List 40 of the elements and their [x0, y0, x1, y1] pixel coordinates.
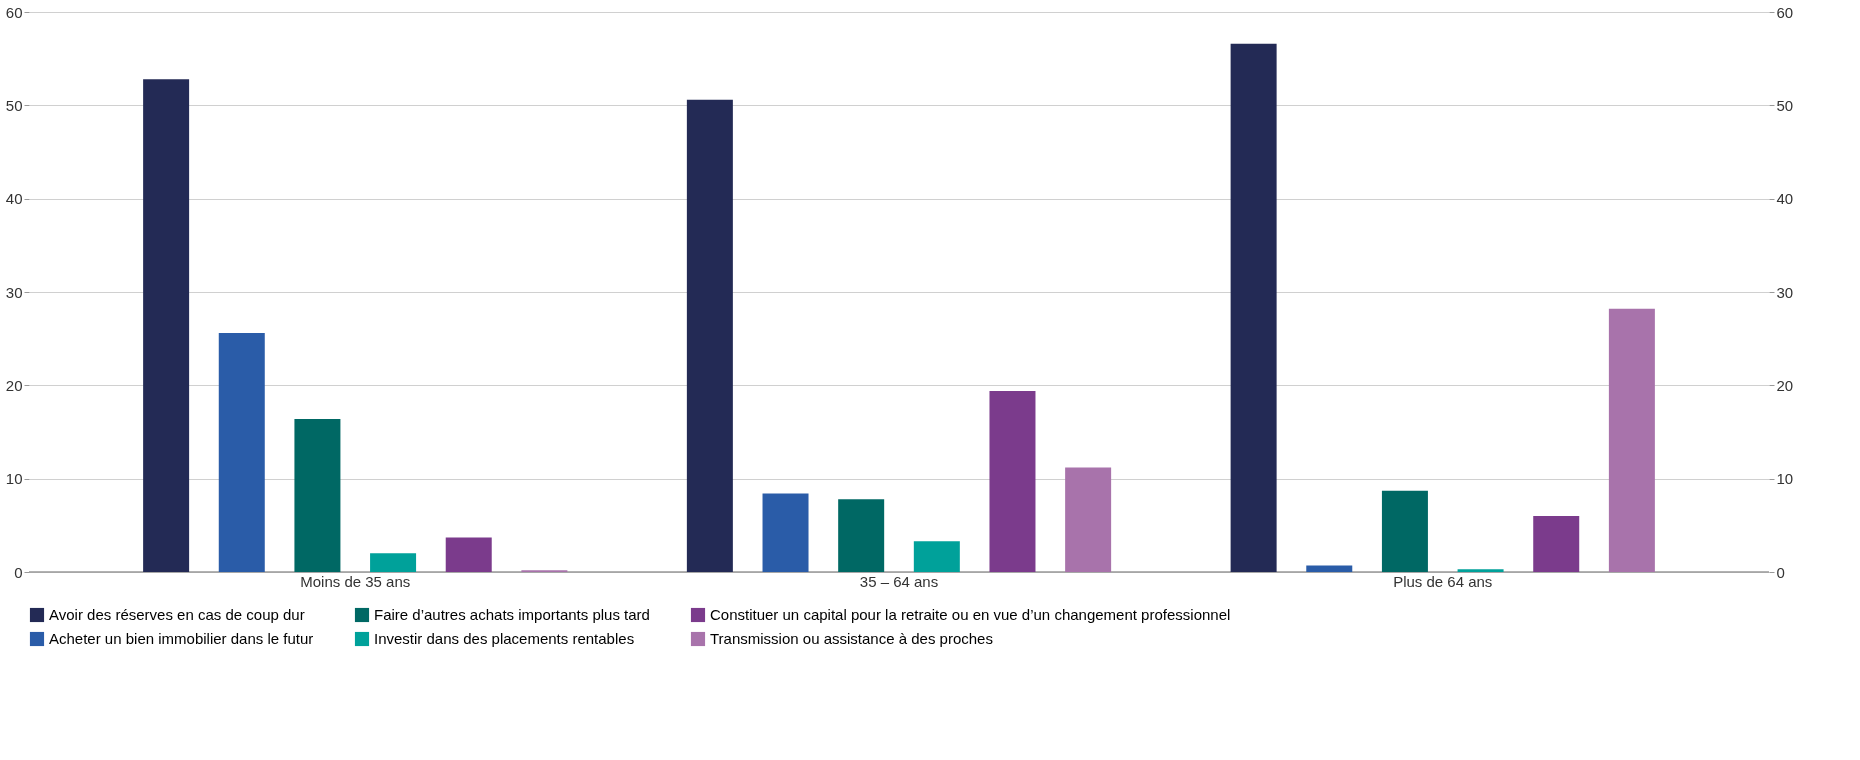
y-tick-label: 50	[5, 96, 23, 114]
y-tick-label: 30	[5, 283, 23, 301]
bar	[1608, 308, 1655, 572]
bar	[143, 79, 190, 572]
bar	[1306, 565, 1353, 572]
bar	[1457, 569, 1504, 572]
y2-tick-label: 50	[1776, 96, 1794, 114]
legend-label: Faire d’autres achats importants plus tard	[374, 606, 650, 623]
y2-tick-label: 10	[1776, 470, 1794, 488]
bar	[686, 99, 733, 572]
y2-tick-label: 30	[1776, 283, 1794, 301]
y-tick-label: 10	[5, 470, 23, 488]
bar	[1533, 516, 1580, 572]
legend-label: Transmission ou assistance à des proches	[710, 630, 993, 647]
bar	[1230, 43, 1277, 572]
bar	[838, 499, 885, 572]
legend-label: Investir dans des placements rentables	[374, 630, 635, 647]
bar	[989, 390, 1036, 572]
bar	[294, 418, 341, 572]
legend-label: Constituer un capital pour la retraite ou en vue d’un changement professionnel	[710, 606, 1231, 623]
bar	[445, 537, 492, 572]
y-tick-label: 0	[14, 563, 23, 581]
bar	[1065, 467, 1112, 572]
x-tick-label: Plus de 64 ans	[1393, 572, 1493, 590]
x-tick-label: 35 – 64 ans	[859, 572, 939, 590]
bar	[913, 541, 960, 572]
bar	[1381, 490, 1428, 572]
y2-tick-label: 0	[1776, 563, 1785, 581]
x-tick-label: Moins de 35 ans	[300, 572, 411, 590]
legend-label: Avoir des réserves en cas de coup dur	[49, 606, 305, 623]
y-tick-label: 20	[5, 376, 23, 394]
bar	[218, 333, 265, 572]
bar	[370, 553, 417, 572]
y2-tick-label: 20	[1776, 376, 1794, 394]
bar	[762, 493, 809, 572]
y-tick-label: 60	[5, 3, 23, 21]
y-tick-label: 40	[5, 190, 23, 208]
y2-tick-label: 60	[1776, 3, 1794, 21]
legend-label: Acheter un bien immobilier dans le futur	[49, 630, 314, 647]
y2-tick-label: 40	[1776, 190, 1794, 208]
